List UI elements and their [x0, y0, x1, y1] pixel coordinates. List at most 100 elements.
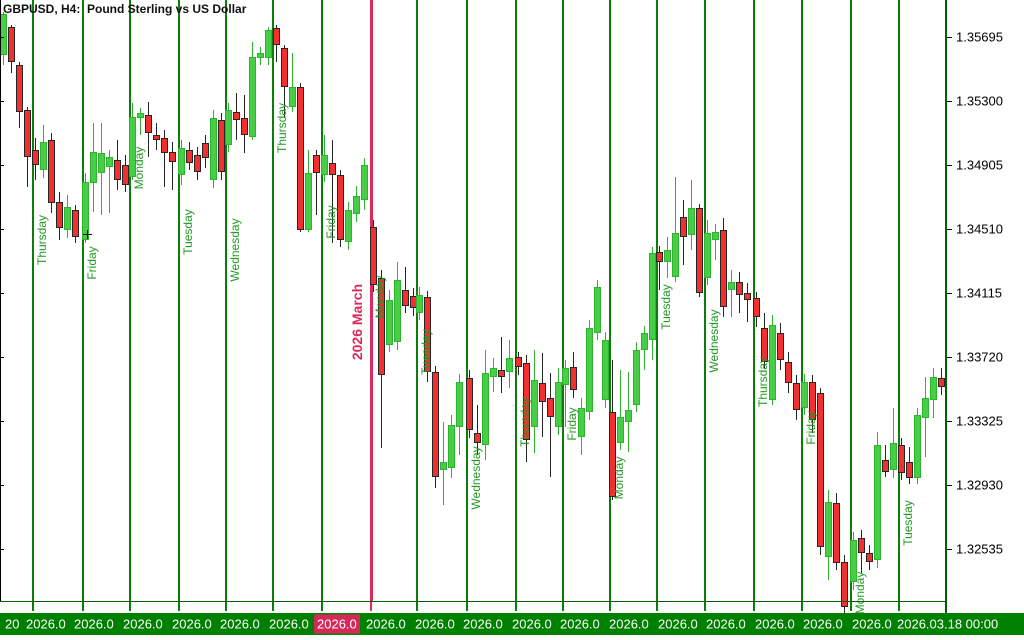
- price-tick: [946, 357, 952, 358]
- time-axis-border: [0, 601, 947, 602]
- candle: [416, 295, 423, 313]
- candle: [321, 155, 328, 175]
- candle: [153, 135, 160, 140]
- time-tick: [801, 602, 803, 611]
- price-axis-label: 1.33325: [956, 413, 1003, 429]
- price-axis-label: 1.34510: [956, 221, 1003, 237]
- time-axis-label: 2026.0: [74, 616, 114, 632]
- candle-wick: [550, 373, 551, 477]
- time-axis-label: 2026.0: [803, 616, 843, 632]
- time-axis-label: 2026.0: [314, 614, 360, 634]
- price-tick-left: [0, 37, 4, 38]
- day-separator-label: Wednesday: [707, 309, 721, 373]
- candle: [82, 182, 89, 240]
- candle: [482, 373, 489, 445]
- candle: [555, 382, 562, 427]
- price-axis-label: 1.32930: [956, 477, 1003, 493]
- candle: [72, 210, 79, 237]
- price-tick: [946, 421, 952, 422]
- day-separator-line: [850, 0, 852, 601]
- candle: [625, 410, 632, 422]
- candle: [672, 233, 679, 277]
- candle: [866, 553, 873, 562]
- day-separator-label: Wednesday: [228, 218, 242, 282]
- price-axis-label: 1.32535: [956, 541, 1003, 557]
- candle-wick: [747, 283, 748, 322]
- price-tick: [946, 101, 952, 102]
- candle: [257, 53, 264, 58]
- candle: [440, 462, 447, 470]
- candle-wick: [477, 405, 478, 455]
- time-tick: [129, 602, 131, 611]
- candle-wick: [565, 360, 566, 427]
- time-tick: [178, 602, 180, 611]
- candle: [98, 153, 105, 173]
- candle: [817, 393, 824, 547]
- candle: [594, 287, 601, 333]
- candle: [194, 155, 201, 172]
- day-separator-label: Tuesday: [901, 500, 915, 546]
- day-separator-line: [898, 0, 900, 601]
- candle: [680, 217, 687, 237]
- time-axis-label: 2026.0: [463, 616, 503, 632]
- candle: [114, 160, 121, 180]
- candlestick-plot-area[interactable]: Thursday Friday Monday Tuesday Wednesday Thur…: [0, 0, 947, 613]
- candle: [656, 252, 663, 262]
- time-axis-label: 2026.0: [172, 616, 212, 632]
- candle: [761, 328, 768, 362]
- day-separator-line: [515, 0, 517, 601]
- time-tick: [32, 602, 34, 611]
- candle: [106, 157, 113, 167]
- candle: [801, 382, 808, 408]
- candle: [169, 152, 176, 162]
- day-separator-label: Tuesday: [181, 209, 195, 255]
- candle: [178, 148, 185, 175]
- price-tick-left: [0, 293, 4, 294]
- candle-wick: [292, 53, 293, 112]
- price-tick: [946, 165, 952, 166]
- candle: [48, 140, 55, 203]
- price-axis[interactable]: 1.35695 1.35300 1.34905 1.34510 1.34115 1.337…: [946, 0, 1024, 613]
- time-tick: [272, 602, 274, 611]
- candle: [641, 333, 648, 350]
- candle: [825, 502, 832, 557]
- candle: [914, 415, 921, 478]
- candle: [490, 368, 497, 377]
- day-separator-label: Friday: [324, 205, 338, 239]
- candle: [448, 425, 455, 468]
- candle-wick: [715, 224, 716, 260]
- candle: [531, 380, 538, 427]
- candle: [297, 87, 304, 230]
- price-axis-label: 1.35300: [956, 93, 1003, 109]
- candle: [24, 110, 31, 157]
- price-tick: [946, 293, 952, 294]
- candle: [688, 208, 695, 235]
- time-axis-label: 2026.0: [269, 616, 309, 632]
- candle: [424, 297, 431, 372]
- candle: [515, 357, 522, 367]
- candle: [578, 408, 585, 437]
- candle-wick: [731, 270, 732, 317]
- candle: [890, 443, 897, 470]
- candle-wick: [620, 370, 621, 450]
- candle-wick: [675, 177, 676, 282]
- candle: [466, 378, 473, 430]
- day-separator-line: [466, 0, 468, 601]
- month-separator-label: 2026 March: [349, 283, 365, 361]
- candle-wick: [659, 246, 660, 290]
- candle: [16, 65, 23, 112]
- candle: [874, 445, 881, 560]
- candle: [186, 150, 193, 163]
- time-axis-strip[interactable]: 20 2026.0 2026.0 2026.0 2026.0 2026.0 2026.0 20…: [0, 613, 1024, 635]
- candle: [281, 48, 288, 87]
- candle: [361, 165, 368, 200]
- day-separator-line: [562, 0, 564, 601]
- candle: [353, 196, 360, 214]
- day-separator-line: [225, 0, 227, 601]
- time-tick: [704, 602, 706, 611]
- price-tick: [946, 229, 952, 230]
- candle: [736, 282, 743, 295]
- candle: [696, 208, 703, 293]
- price-axis-border: [945, 0, 947, 613]
- price-tick-left: [0, 485, 4, 486]
